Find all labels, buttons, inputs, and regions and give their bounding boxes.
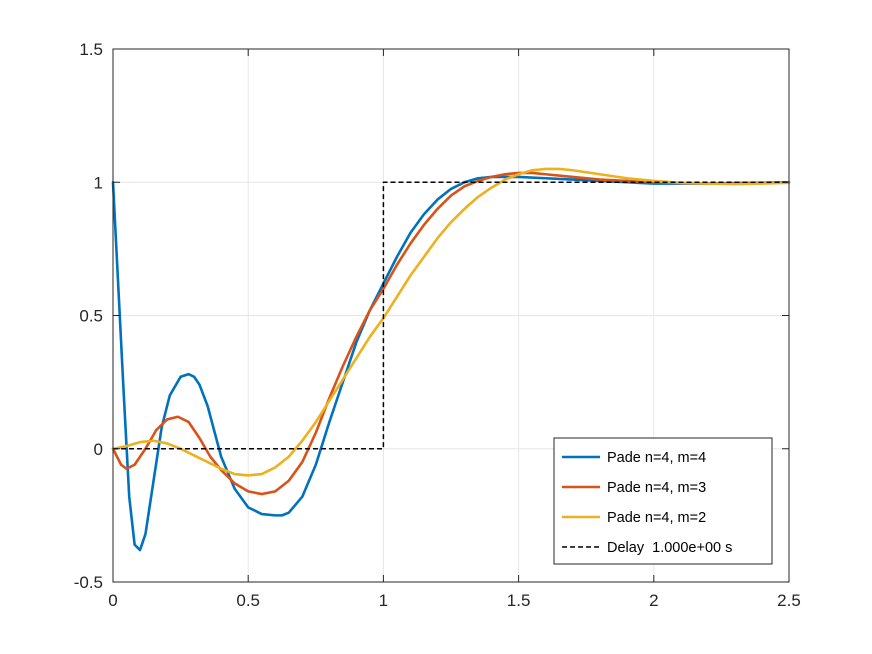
y-tick-label: 0.5 bbox=[79, 307, 103, 326]
y-tick-label: 0 bbox=[94, 440, 103, 459]
legend: Pade n=4, m=4 Pade n=4, m=3 Pade n=4, m=2 D… bbox=[553, 437, 773, 565]
legend-label-2: Pade n=4, m=3 bbox=[607, 480, 706, 496]
x-tick-label: 1.5 bbox=[507, 591, 531, 610]
series-line-2 bbox=[111, 171, 791, 496]
x-tick-label: 2 bbox=[649, 591, 658, 610]
legend-box bbox=[553, 437, 773, 565]
y-tick-label: -0.5 bbox=[74, 573, 103, 592]
ticks: 0 0.5 1 1.5 2 2.5 -0.5 0 0.5 1 1.5 bbox=[74, 40, 801, 610]
legend-label-1: Pade n=4, m=4 bbox=[607, 450, 706, 466]
series-line-4 bbox=[113, 181, 789, 450]
legend-label-4: Delay 1.000e+00 s bbox=[607, 540, 732, 556]
legend-label-3: Pade n=4, m=2 bbox=[607, 510, 706, 526]
series-line-3 bbox=[111, 167, 791, 477]
x-tick-label: 2.5 bbox=[777, 591, 801, 610]
y-tick-label: 1.5 bbox=[79, 40, 103, 59]
series-lines bbox=[111, 167, 791, 552]
series-line-1 bbox=[111, 175, 791, 552]
x-tick-label: 0 bbox=[108, 591, 117, 610]
x-tick-label: 0.5 bbox=[236, 591, 260, 610]
y-tick-label: 1 bbox=[94, 173, 103, 192]
x-tick-label: 1 bbox=[379, 591, 388, 610]
